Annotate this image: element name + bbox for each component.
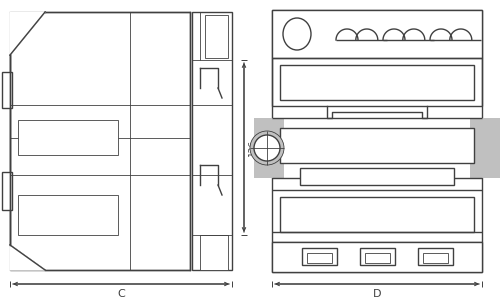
Circle shape [254,135,280,161]
Bar [2,172,12,210]
Bar [359,248,394,265]
Text: 126: 126 [247,139,257,156]
Text: C: C [117,289,125,298]
Polygon shape [10,245,45,270]
Bar [272,10,481,58]
Circle shape [249,131,284,165]
Bar [199,235,227,270]
Bar [469,118,499,178]
Text: D: D [372,289,380,298]
Bar [364,253,389,263]
Polygon shape [10,12,45,55]
Bar [204,15,227,58]
Bar [302,248,336,265]
Ellipse shape [283,18,311,50]
Bar [280,197,473,232]
Bar [272,242,481,272]
Bar [417,248,452,265]
Bar [10,12,189,270]
Bar [254,118,284,178]
Bar [18,120,118,155]
Bar [280,65,473,100]
Bar [280,128,473,163]
Bar [2,72,12,108]
Bar [191,12,231,270]
Bar [307,253,331,263]
Bar [300,168,453,185]
Bar [422,253,447,263]
Bar [18,195,118,235]
Bar [272,10,481,272]
